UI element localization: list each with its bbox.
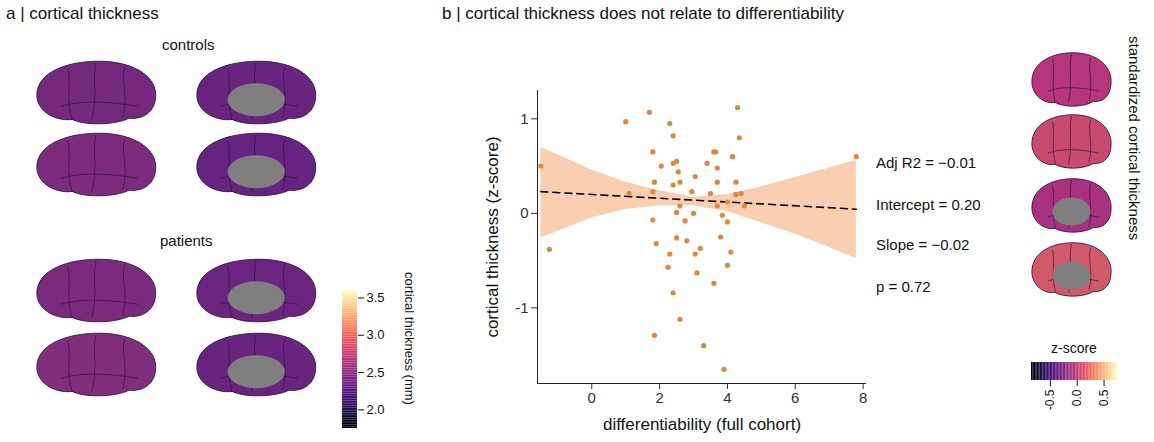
- svg-text:-0.5: -0.5: [1043, 389, 1057, 410]
- html-text:a | cortical thickness: a | cortical thickness: [6, 4, 159, 23]
- svg-text:2.0: 2.0: [367, 402, 385, 417]
- html-text:Adj R2 = −0.01: Adj R2 = −0.01: [876, 154, 977, 171]
- svg-text:2.5: 2.5: [367, 365, 385, 380]
- html-text:b | cortical thickness does no: b | cortical thickness does not relate t…: [442, 4, 844, 23]
- svg-text:cortical thickness (z-score): cortical thickness (z-score): [483, 136, 502, 337]
- html-text:z-score: z-score: [1051, 340, 1097, 356]
- svg-text:3.0: 3.0: [367, 327, 385, 342]
- svg-text:3.5: 3.5: [367, 290, 385, 305]
- svg-text:0: 0: [588, 389, 596, 406]
- svg-text:2: 2: [655, 389, 663, 406]
- html-text:controls: controls: [162, 36, 215, 53]
- svg-text:0: 0: [520, 204, 528, 221]
- html-text:standardized cortical thicknes: standardized cortical thickness: [1126, 36, 1143, 241]
- html-text:Intercept = 0.20: Intercept = 0.20: [876, 196, 981, 213]
- svg-text:4: 4: [723, 389, 731, 406]
- svg-text:0.0: 0.0: [1070, 389, 1084, 406]
- svg-text:8: 8: [859, 389, 867, 406]
- html-text:patients: patients: [160, 232, 213, 249]
- html-text:p = 0.72: p = 0.72: [876, 278, 931, 295]
- html-text:Slope = −0.02: Slope = −0.02: [876, 236, 970, 253]
- html-text:cortical thickness (mm): cortical thickness (mm): [402, 272, 417, 405]
- svg-text:1: 1: [520, 110, 528, 127]
- svg-text:-1: -1: [515, 299, 528, 316]
- svg-text:0.5: 0.5: [1097, 389, 1111, 406]
- svg-text:6: 6: [791, 389, 799, 406]
- svg-text:differentiability (full cohort: differentiability (full cohort): [603, 415, 801, 434]
